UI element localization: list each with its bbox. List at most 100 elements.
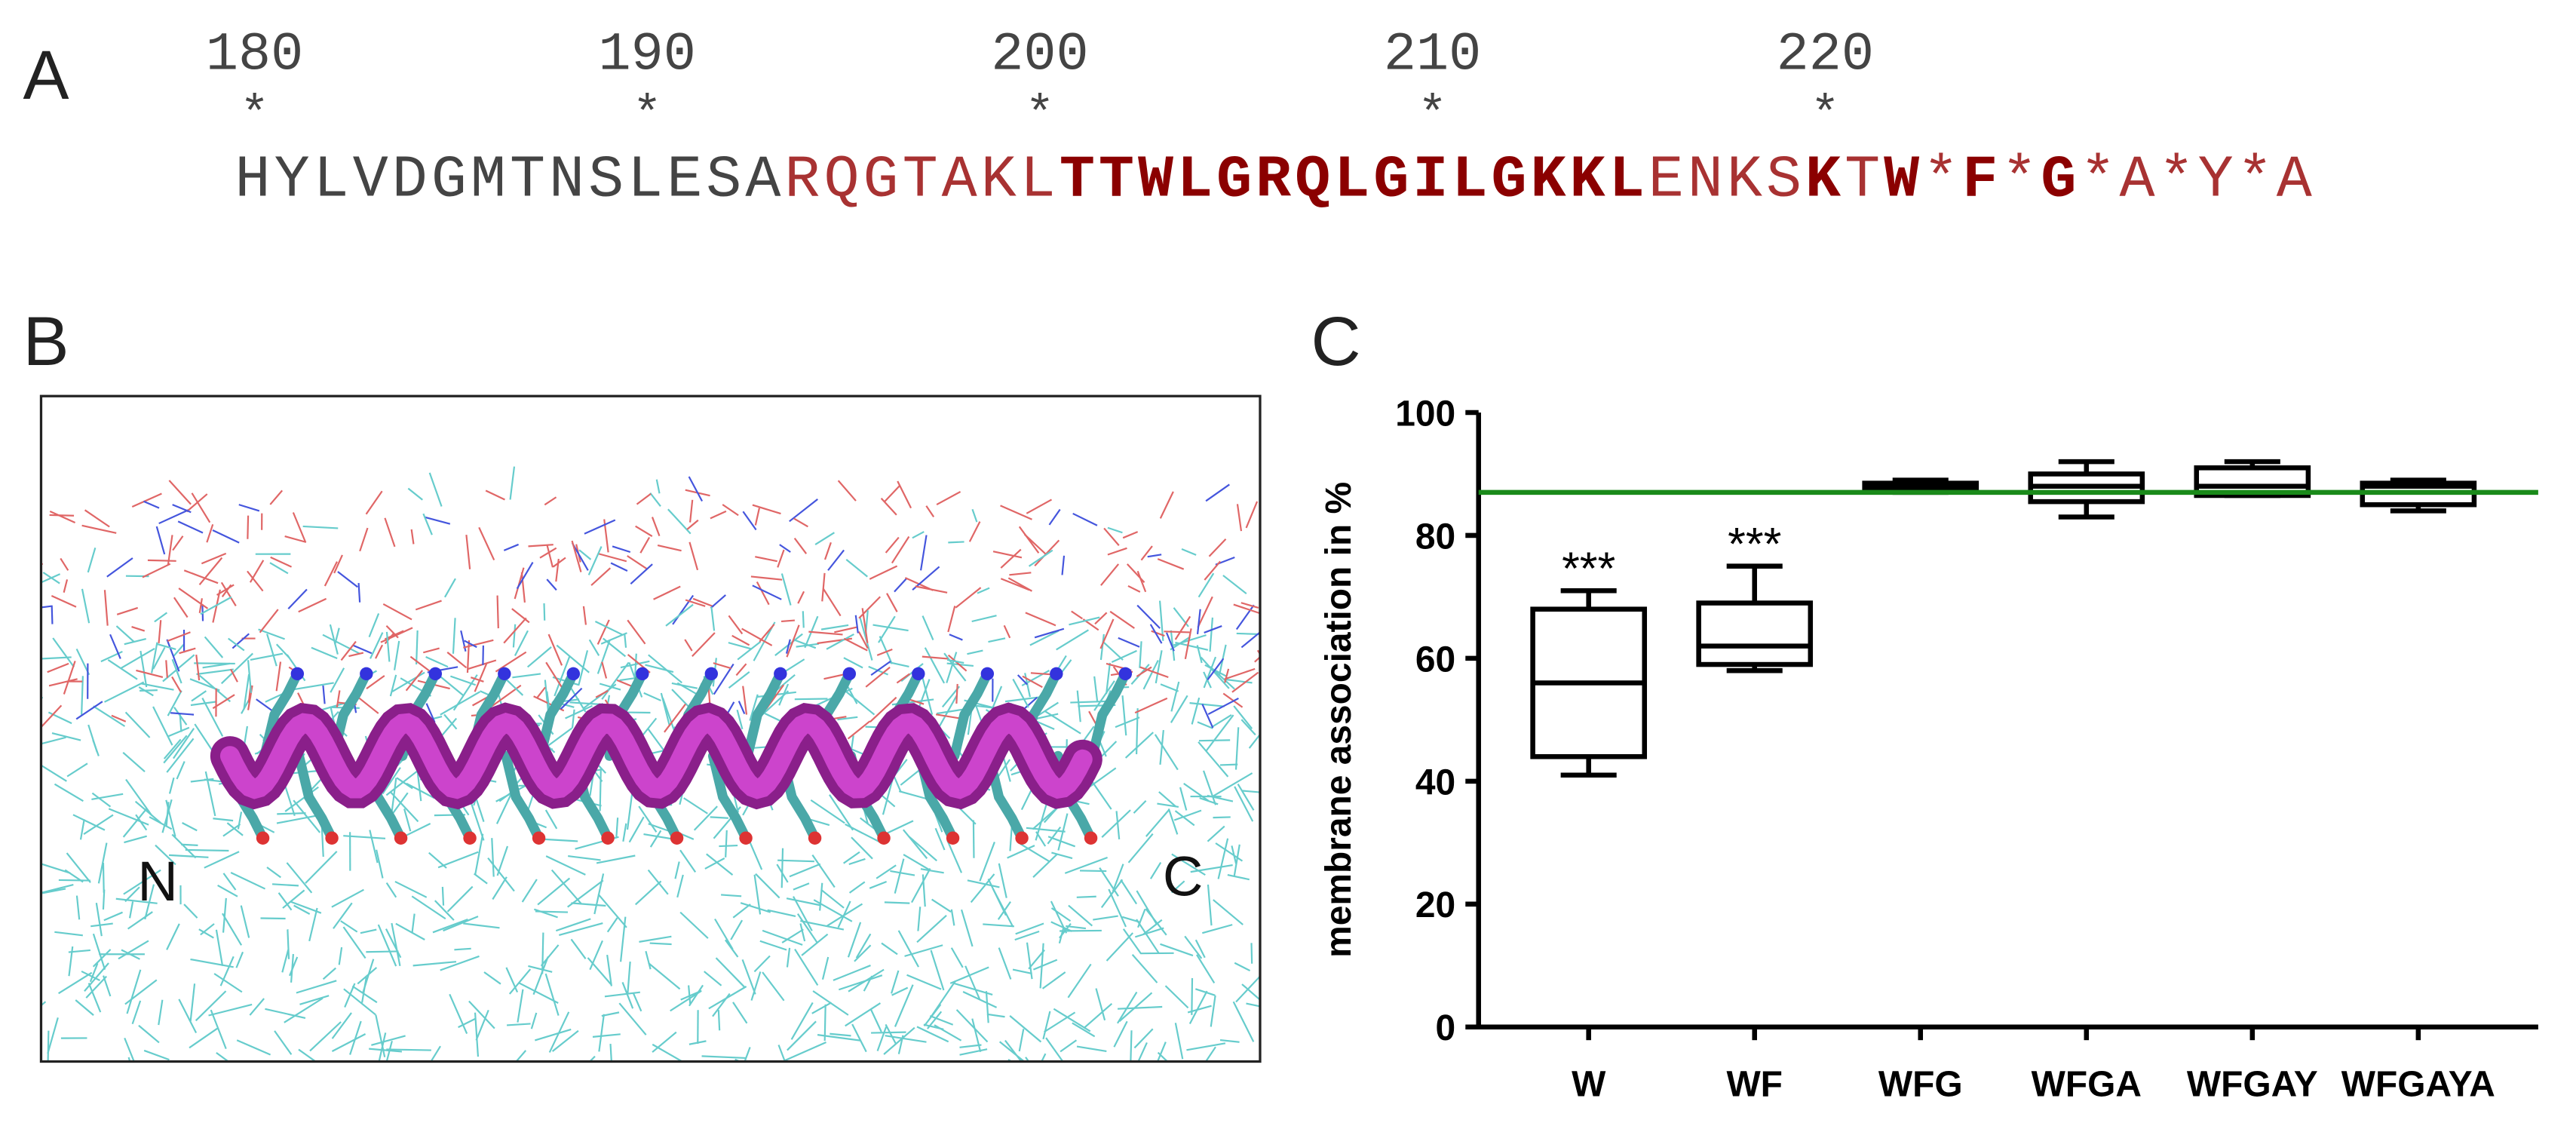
headgroup [87,547,97,573]
headgroup [820,624,849,630]
headgroup [103,590,109,626]
lipid-tail [1170,681,1180,712]
headgroup [1022,675,1043,689]
lipid-tail [890,870,915,876]
lipid-tail [151,642,158,673]
lipid-tail [1068,904,1093,927]
headgroup [1159,491,1174,519]
lipid-tail [1213,772,1253,797]
headgroup [359,527,369,552]
lipid-tail [41,736,66,745]
residue-number: 190 [599,24,696,86]
panel-label: A [23,37,69,114]
lipid-tail [970,873,995,904]
lipid-tail [859,616,873,661]
lipid-tail [878,615,896,643]
headgroup [1165,632,1175,652]
headgroup [198,598,203,613]
lipid-tail [715,957,746,989]
lipid-tail [604,1060,607,1062]
lipid-tail [876,864,897,879]
headgroup [713,663,734,695]
headgroup [713,662,731,670]
lipid-tail [920,868,944,874]
lipid-tail [440,691,480,716]
headgroup [269,562,289,575]
lipid-tail [370,632,384,659]
lipid-tail [701,1055,747,1060]
lipid-tail [271,883,299,887]
side-chain [707,750,751,843]
lipid-tail [468,1000,495,1029]
headgroup [503,617,527,644]
headgroup [539,547,557,559]
lipid-tail [833,965,871,981]
lipid-tail [1133,1028,1154,1049]
headgroup [48,678,78,687]
lipid-tail [1121,916,1139,923]
lipid-tail [411,895,446,920]
headgroup [672,594,695,625]
lipid-tail [632,992,642,1012]
headgroup [337,571,358,588]
lipid-tail [1050,907,1072,922]
lipid-tail [249,998,265,1016]
headgroup [1103,527,1120,546]
lipid-tail [725,830,728,857]
headgroup [742,511,757,531]
lipid-tail [469,799,485,841]
headgroup [837,480,857,502]
headgroup [81,524,117,534]
lipid-tail [1051,851,1073,860]
sequence-segment: F [1962,146,2001,213]
headgroup [229,668,238,683]
headgroup [759,624,775,643]
lipid-tail [1032,959,1058,971]
headgroup [1025,612,1056,627]
lipid-tail [361,959,375,994]
headgroup [334,627,340,645]
headgroup [594,621,624,636]
lipid-tail [1191,977,1194,1015]
headgroup [170,712,195,716]
lipid-tail [986,1013,1005,1018]
headgroup [651,517,661,537]
lipid-tail [393,640,400,670]
headgroup [292,512,307,543]
lipid-tail [812,990,849,1016]
headgroup [1072,512,1098,526]
lipid-tail [589,940,603,971]
residue-marker: * [1025,87,1054,143]
lipid-tail [843,851,860,864]
lipid-tail [537,877,571,906]
sequence-segment: HYLVDGMTNSLESA [235,146,785,213]
lipid-tail [1012,968,1032,975]
headgroup [1149,624,1163,644]
lipid-tail [967,879,1000,888]
headgroup [826,633,854,650]
lipid-tail [648,654,682,684]
headgroup [1118,637,1140,648]
side-chain [949,668,992,761]
headgroup [270,556,293,568]
lipid-tail [1147,1060,1149,1062]
headgroup [302,525,339,529]
headgroup [106,557,133,578]
lipid-tail [1095,988,1106,1021]
lipid-tail [593,873,605,915]
lipid-tail [369,1048,403,1053]
y-tick-label: 100 [1395,394,1455,434]
lipid-tail [774,673,796,692]
lipid-tail [333,902,353,929]
sequence: HYLVDGMTNSLESARQGTAKLTTWLGRQLGILGKKLENKS… [235,146,2316,213]
headgroup [186,493,208,513]
lipid-tail [189,983,196,1021]
lipid-tail [645,950,652,970]
headgroup [474,663,488,692]
lipid-tail [820,888,845,909]
lipid-tail [652,1043,684,1062]
headgroup [136,669,164,678]
lipid-tail [190,958,234,968]
headgroup [793,517,808,528]
